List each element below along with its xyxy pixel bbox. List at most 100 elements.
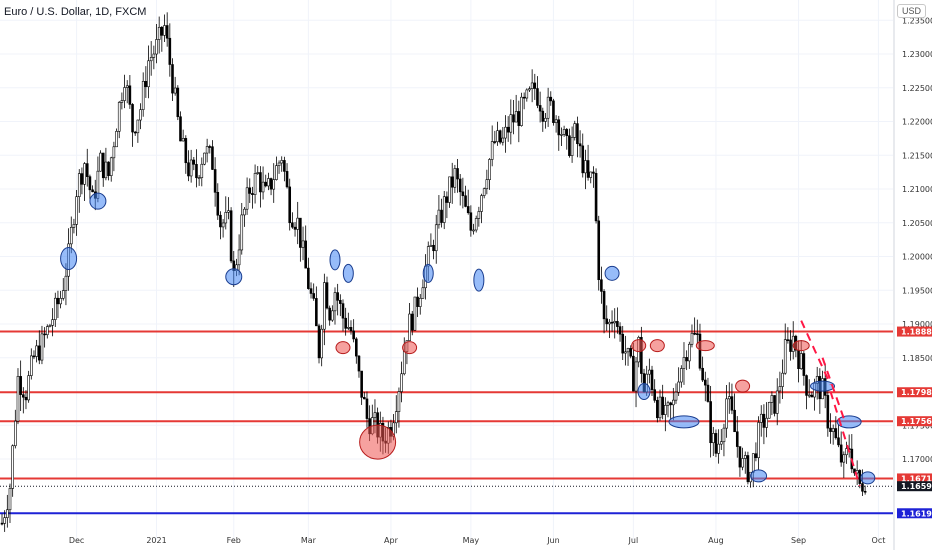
candle (333, 287, 337, 325)
candle (61, 278, 65, 301)
candle (600, 266, 603, 304)
x-tick-label: Jul (628, 536, 639, 545)
candle (197, 174, 201, 186)
candle (767, 401, 771, 419)
candle (496, 121, 499, 146)
candle (477, 206, 481, 227)
candle (208, 144, 212, 154)
candle (275, 156, 278, 181)
level-tag-bg (897, 473, 932, 484)
candle (480, 193, 483, 224)
candle (759, 405, 763, 437)
candle (240, 202, 244, 255)
candle (469, 205, 473, 237)
candle (685, 350, 688, 371)
candle (536, 76, 539, 109)
candle (613, 308, 617, 339)
candle (53, 292, 57, 328)
candle (195, 149, 198, 188)
x-tick-label: Mar (301, 536, 317, 545)
candle (112, 141, 116, 172)
level-tag-label: 1.16196 (901, 509, 932, 518)
x-tick-label: Feb (227, 536, 241, 545)
candle (570, 126, 574, 163)
candle (442, 190, 446, 230)
x-tick-label: May (463, 536, 480, 545)
currency-badge[interactable]: USD (896, 4, 926, 18)
candle (339, 294, 342, 317)
candle (810, 391, 814, 398)
candle (165, 12, 169, 47)
candle (666, 400, 670, 418)
level-tag-label: 1.16712 (901, 474, 932, 483)
candle (181, 129, 185, 142)
candle (283, 156, 286, 182)
candle (328, 305, 331, 326)
candle (229, 207, 233, 264)
candle (754, 442, 758, 462)
candle (498, 129, 502, 145)
candle (133, 130, 137, 136)
candle (400, 361, 403, 403)
candle (837, 424, 840, 448)
candle (434, 214, 438, 264)
candle (525, 88, 529, 102)
candle (320, 324, 323, 367)
candle (640, 326, 643, 383)
time-axis[interactable]: Dec 2021 Feb Mar Apr May Jun Jul Aug Sep Oct (69, 536, 886, 545)
candle (221, 219, 225, 238)
candle (219, 211, 222, 240)
y-tick-label: 1.19500 (902, 286, 932, 295)
candle (125, 80, 129, 104)
candle (51, 308, 54, 337)
candle (722, 423, 726, 457)
candle (738, 446, 742, 477)
y-tick-label: 1.21500 (902, 151, 932, 160)
candle (629, 345, 633, 359)
candle (408, 302, 411, 341)
candle (27, 370, 30, 403)
pattern-marker (860, 471, 876, 485)
candle (123, 74, 126, 109)
candle (751, 453, 755, 488)
x-tick-label: Sep (791, 536, 806, 545)
candle (682, 342, 686, 385)
candle (474, 215, 478, 233)
x-tick-label: Aug (708, 536, 724, 545)
candle (336, 283, 339, 316)
candle (597, 215, 601, 291)
level-tag-label: 1.18888 (901, 328, 932, 337)
candle (789, 330, 792, 361)
pattern-marker (631, 339, 647, 353)
candle (200, 157, 204, 187)
candle (445, 191, 449, 219)
candle (69, 216, 73, 254)
pattern-marker (695, 340, 715, 352)
candle (347, 312, 350, 331)
candle (331, 305, 334, 322)
candle (658, 389, 662, 421)
pattern-marker (60, 247, 78, 271)
candle (648, 358, 651, 384)
candle (243, 206, 246, 227)
candle (544, 113, 547, 129)
pattern-marker (359, 424, 397, 460)
candle (778, 371, 782, 404)
candle (173, 76, 177, 96)
candle (24, 390, 28, 410)
candle (120, 92, 124, 110)
candle (538, 91, 542, 123)
candle (514, 94, 518, 123)
candle (501, 127, 505, 146)
pattern-marker (604, 265, 620, 281)
x-tick-label: Apr (384, 536, 399, 545)
candle (546, 87, 550, 127)
candle (109, 156, 113, 182)
candle (674, 383, 678, 404)
pattern-marker (89, 192, 107, 210)
candle (101, 152, 105, 187)
candle (296, 201, 300, 245)
candle (621, 325, 625, 361)
candle (656, 396, 659, 423)
